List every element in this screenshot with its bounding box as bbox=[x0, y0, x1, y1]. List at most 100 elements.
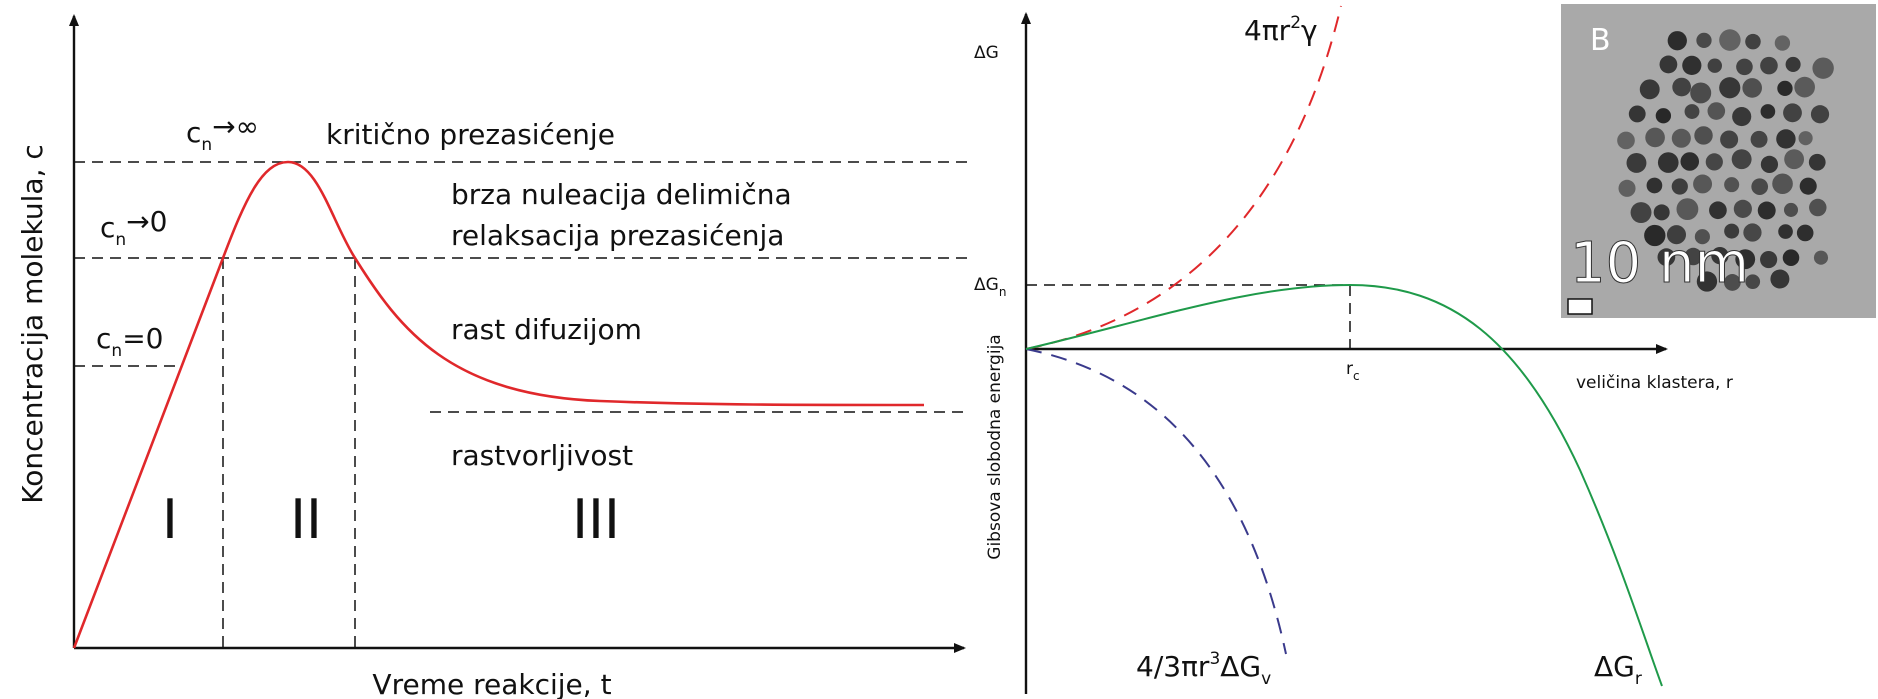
annotation: rast difuzijom bbox=[451, 313, 642, 346]
nanoparticle bbox=[1760, 104, 1776, 119]
subscript: n bbox=[201, 135, 212, 155]
nanoparticle bbox=[1644, 224, 1666, 247]
nanoparticle bbox=[1784, 149, 1805, 170]
marker-label: cn→0 bbox=[100, 205, 167, 250]
y-axis-label: Koncentracija molekula, c bbox=[16, 144, 49, 504]
subscript: n bbox=[999, 285, 1007, 299]
nanoparticle bbox=[1798, 131, 1813, 146]
subscript: v bbox=[1261, 669, 1271, 689]
nanoparticle bbox=[1690, 82, 1712, 104]
superscript: 3 bbox=[1209, 649, 1220, 669]
nanoparticle bbox=[1724, 223, 1740, 239]
total-term: ΔGr bbox=[1594, 650, 1642, 689]
nanoparticle bbox=[1693, 174, 1713, 194]
nanoparticle bbox=[1723, 274, 1741, 291]
right-panel: ΔG ΔGn rc veličina klastera, r Gibsova s… bbox=[974, 5, 1733, 694]
nanoparticle bbox=[1736, 58, 1753, 76]
nanoparticle bbox=[1707, 58, 1722, 73]
subscript: c bbox=[1353, 369, 1360, 383]
nanoparticle bbox=[1731, 149, 1752, 170]
nanoparticle bbox=[1785, 56, 1801, 72]
subscript: n bbox=[115, 230, 126, 250]
nanoparticle bbox=[1813, 250, 1829, 265]
x-axis-label: veličina klastera, r bbox=[1576, 373, 1733, 393]
nanoparticle bbox=[1783, 103, 1802, 123]
symbol: c bbox=[96, 322, 111, 355]
nanoparticle bbox=[1671, 128, 1691, 148]
nanoparticle bbox=[1777, 80, 1793, 97]
nanoparticle bbox=[1743, 223, 1762, 242]
nanoparticle bbox=[1796, 224, 1814, 242]
nanoparticle bbox=[1696, 271, 1718, 292]
nanoparticle bbox=[1646, 177, 1663, 194]
critical-energy: ΔGn bbox=[974, 275, 1006, 299]
nanoparticle bbox=[1666, 225, 1687, 245]
nanoparticle bbox=[1794, 76, 1815, 98]
nanoparticle bbox=[1630, 202, 1652, 224]
concentration-curve bbox=[72, 160, 925, 649]
nanoparticle bbox=[1684, 104, 1700, 119]
volume-term: 4/3πr3ΔGv bbox=[1136, 649, 1271, 689]
nanoparticle bbox=[1667, 31, 1687, 51]
region-label: III bbox=[572, 488, 620, 551]
nanoparticle bbox=[1750, 130, 1768, 148]
nanoparticle bbox=[1684, 247, 1702, 266]
nanoparticle bbox=[1626, 152, 1647, 173]
y-axis-symbol: ΔG bbox=[974, 43, 999, 63]
nanoparticle bbox=[1694, 126, 1713, 145]
nanoparticle bbox=[1742, 78, 1762, 98]
nanoparticle bbox=[1676, 198, 1699, 221]
nanoparticle bbox=[1735, 249, 1756, 270]
nanoparticle bbox=[1711, 246, 1729, 265]
annotation: kritično prezasićenje bbox=[326, 118, 615, 151]
nanoparticle bbox=[1810, 105, 1830, 124]
nanoparticle bbox=[1809, 198, 1827, 217]
nanoparticle bbox=[1671, 178, 1688, 195]
nanoparticle bbox=[1799, 177, 1817, 195]
relation: →0 bbox=[126, 205, 167, 238]
nanoparticle bbox=[1783, 202, 1799, 217]
text: γ bbox=[1301, 14, 1318, 47]
nanoparticle bbox=[1682, 55, 1702, 76]
nanoparticle bbox=[1808, 153, 1826, 171]
nanoparticle bbox=[1680, 152, 1700, 171]
nanoparticle bbox=[1778, 224, 1793, 239]
region-label: II bbox=[290, 488, 322, 551]
nanoparticle bbox=[1720, 130, 1739, 149]
nanoparticle bbox=[1618, 179, 1636, 197]
annotation: rastvorljivost bbox=[451, 439, 633, 472]
nanoparticle bbox=[1760, 56, 1778, 75]
annotation: brza nuleacija delimična bbox=[451, 178, 792, 211]
superscript: 2 bbox=[1290, 13, 1301, 33]
scale-bar-label: 10 nm bbox=[1570, 231, 1749, 296]
nanoparticle bbox=[1672, 77, 1691, 97]
text: 4πr bbox=[1244, 14, 1291, 47]
nanoparticle bbox=[1760, 250, 1778, 269]
nanoparticle bbox=[1719, 77, 1741, 99]
nanoparticle bbox=[1628, 105, 1646, 123]
relation: →∞ bbox=[212, 110, 259, 143]
symbol: ΔG bbox=[974, 275, 999, 295]
nanoparticle bbox=[1745, 274, 1761, 290]
nanoparticle bbox=[1757, 201, 1776, 220]
nanoparticle bbox=[1719, 29, 1741, 51]
nanoparticle bbox=[1770, 269, 1790, 289]
tem-inset: B 10 nm bbox=[1561, 4, 1876, 318]
nanoparticle bbox=[1732, 107, 1752, 127]
volume-curve bbox=[1025, 348, 1287, 655]
region-label: I bbox=[162, 488, 178, 551]
y-axis-label: Gibsova slobodna energija bbox=[985, 334, 1005, 559]
symbol: c bbox=[186, 116, 201, 149]
nanoparticle bbox=[1724, 177, 1740, 193]
nanoparticle bbox=[1653, 204, 1670, 221]
surface-curve bbox=[1025, 5, 1342, 350]
x-axis-label: Vreme reakcije, t bbox=[372, 668, 611, 699]
nanoparticle bbox=[1694, 229, 1710, 245]
nanoparticle bbox=[1645, 127, 1665, 148]
nanoparticle bbox=[1776, 129, 1796, 149]
nanoparticle bbox=[1733, 199, 1752, 218]
subscript: r bbox=[1635, 669, 1642, 689]
nanoparticle bbox=[1812, 57, 1834, 79]
subscript: n bbox=[111, 341, 122, 361]
